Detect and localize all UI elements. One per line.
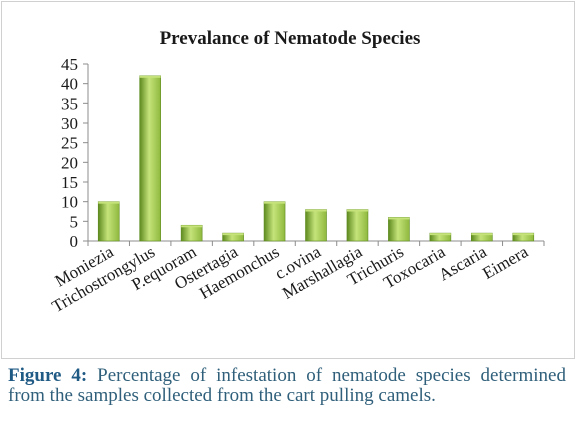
y-tick-label: 0 [70, 232, 79, 251]
bar-highlight [139, 75, 161, 78]
bar-highlight [222, 233, 244, 236]
caption-text: Percentage of infestation of nematode sp… [8, 365, 566, 406]
chart-title: Prevalance of Nematode Species [160, 28, 421, 49]
y-tick-label: 20 [61, 153, 78, 172]
bar-highlight [98, 201, 120, 204]
x-tick-labels: MonieziaTrichostrongylusP.equoramOsterta… [49, 242, 532, 316]
y-tick-label: 35 [61, 94, 78, 113]
bar-chart: Prevalance of Nematode Species 051015202… [49, 28, 545, 316]
figure-caption: Figure 4: Percentage of infestation of n… [8, 366, 566, 406]
bar [263, 201, 286, 242]
bar [305, 209, 327, 242]
x-tick-label: Eimera [479, 242, 531, 283]
figure-label: Figure 4: [8, 365, 88, 386]
x-tick-label: Ascaria [435, 242, 490, 285]
y-tick-label: 40 [61, 75, 78, 94]
y-tick-label: 10 [61, 193, 78, 212]
y-tick-label: 5 [70, 212, 79, 231]
bar-highlight [346, 209, 368, 212]
bar-highlight [388, 217, 410, 220]
y-tick-label: 25 [61, 134, 78, 153]
bar-highlight [512, 233, 534, 236]
bar [97, 201, 120, 242]
bar [180, 224, 203, 242]
bar [139, 75, 161, 242]
bar [388, 217, 410, 242]
y-tick-label: 45 [61, 55, 78, 74]
y-tick-label: 30 [61, 114, 78, 133]
bar-highlight [305, 209, 327, 212]
bars [97, 75, 535, 242]
bar-highlight [181, 225, 203, 228]
bar-highlight [429, 233, 451, 236]
chart-frame: Prevalance of Nematode Species 0 5 10 15 20 2… [1, 1, 575, 359]
bar [346, 209, 369, 242]
bar-highlight [264, 201, 286, 204]
y-tick-label: 15 [61, 173, 78, 192]
bar-highlight [471, 233, 493, 236]
